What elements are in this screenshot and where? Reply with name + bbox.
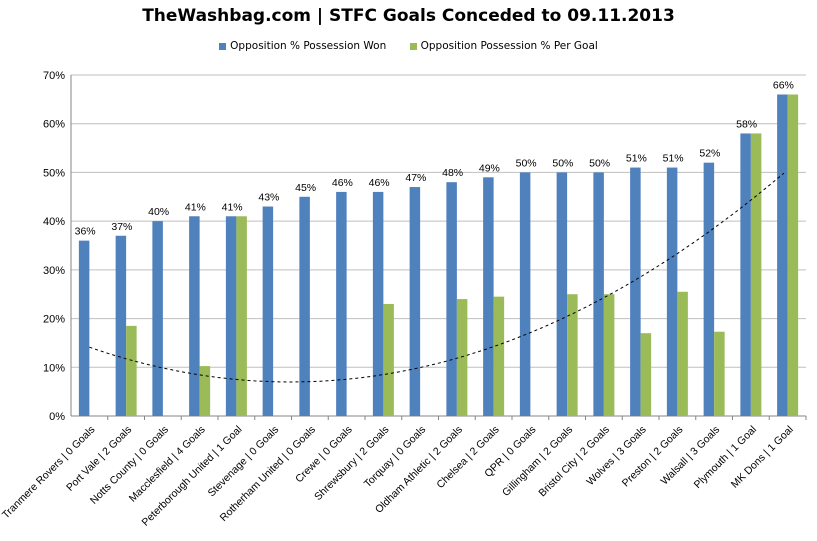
x-tick-label: Port Vale | 2 Goals bbox=[64, 424, 134, 494]
bar-per-goal bbox=[677, 291, 688, 416]
bar-possession-won bbox=[519, 172, 531, 416]
y-tick-label: 70% bbox=[43, 70, 65, 82]
bar-possession-won bbox=[740, 133, 751, 416]
bar-possession-won bbox=[409, 187, 421, 416]
data-label: 51% bbox=[626, 153, 647, 165]
legend-label-possession-won: Opposition % Possession Won bbox=[230, 40, 387, 52]
x-tick-label: Plymouth | 1 Goal bbox=[692, 424, 759, 491]
bar-per-goal bbox=[714, 331, 725, 416]
data-label: 45% bbox=[295, 182, 316, 194]
bar-possession-won bbox=[372, 191, 384, 416]
data-label: 66% bbox=[773, 79, 794, 91]
data-label: 50% bbox=[589, 157, 610, 169]
data-label: 41% bbox=[222, 201, 243, 213]
data-label: 43% bbox=[258, 192, 279, 204]
legend-item-possession-won: Opposition % Possession Won bbox=[219, 40, 386, 52]
data-label: 47% bbox=[405, 172, 426, 184]
x-tick-label: Stevenage | 0 Goals bbox=[206, 424, 282, 500]
y-tick-label: 30% bbox=[43, 265, 65, 277]
trendline bbox=[89, 172, 785, 383]
bar-possession-won bbox=[152, 221, 163, 416]
bar-possession-won bbox=[593, 172, 604, 416]
data-label: 50% bbox=[516, 157, 537, 169]
data-label: 46% bbox=[369, 177, 390, 189]
legend-swatch-possession-won bbox=[219, 42, 227, 50]
bar-possession-won bbox=[483, 177, 494, 416]
y-tick-label: 40% bbox=[43, 216, 65, 228]
chart-title: TheWashbag.com | STFC Goals Conceded to … bbox=[142, 6, 675, 26]
bar-possession-won bbox=[556, 172, 568, 416]
y-tick-label: 10% bbox=[43, 362, 65, 374]
bar-possession-won bbox=[115, 235, 127, 416]
bar-per-goal bbox=[640, 333, 652, 416]
bar-per-goal bbox=[567, 294, 578, 416]
bar-possession-won bbox=[630, 167, 641, 416]
bar-possession-won bbox=[262, 206, 274, 416]
bar-possession-won bbox=[78, 240, 90, 416]
legend: Opposition % Possession Won Opposition P… bbox=[0, 40, 817, 53]
bar-possession-won bbox=[446, 182, 457, 416]
data-label: 41% bbox=[185, 201, 206, 213]
bar-per-goal bbox=[603, 294, 615, 416]
data-label: 51% bbox=[663, 153, 684, 165]
y-tick-label: 20% bbox=[43, 314, 65, 326]
bar-possession-won bbox=[225, 216, 237, 416]
y-tick-label: 50% bbox=[43, 167, 65, 179]
bar-per-goal bbox=[787, 94, 799, 416]
bar-per-goal bbox=[126, 325, 137, 416]
y-tick-label: 60% bbox=[43, 119, 65, 131]
legend-label-per-goal: Opposition Possession % Per Goal bbox=[420, 40, 598, 52]
legend-item-per-goal: Opposition Possession % Per Goal bbox=[409, 40, 598, 52]
x-tick-label: Gillingham | 2 Goals bbox=[500, 424, 575, 499]
data-label: 36% bbox=[75, 226, 96, 238]
data-label: 50% bbox=[552, 157, 573, 169]
x-tick-label: Bristol City | 2 Goals bbox=[536, 424, 612, 500]
bar-possession-won bbox=[336, 191, 347, 416]
bar-per-goal bbox=[199, 366, 211, 416]
y-tick-label: 0% bbox=[49, 411, 65, 423]
data-label: 58% bbox=[736, 118, 757, 130]
bar-per-goal bbox=[383, 303, 394, 416]
bar-per-goal bbox=[750, 133, 762, 416]
bar-per-goal bbox=[456, 299, 468, 416]
bar-possession-won bbox=[299, 196, 310, 416]
bar-per-goal bbox=[236, 216, 247, 416]
bar-possession-won bbox=[703, 162, 715, 416]
bar-possession-won bbox=[777, 94, 788, 416]
data-label: 52% bbox=[699, 148, 720, 160]
data-label: 49% bbox=[479, 162, 500, 174]
bar-possession-won bbox=[666, 167, 678, 416]
data-label: 46% bbox=[332, 177, 353, 189]
bar-per-goal bbox=[493, 296, 505, 416]
data-label: 37% bbox=[111, 221, 132, 233]
data-label: 48% bbox=[442, 167, 463, 179]
bar-possession-won bbox=[189, 216, 200, 416]
x-tick-label: MK Dons | 1 Goal bbox=[729, 424, 796, 491]
x-tick-label: Chelsea | 2 Goals bbox=[434, 424, 501, 491]
legend-swatch-per-goal bbox=[409, 42, 417, 50]
data-label: 40% bbox=[148, 206, 169, 218]
